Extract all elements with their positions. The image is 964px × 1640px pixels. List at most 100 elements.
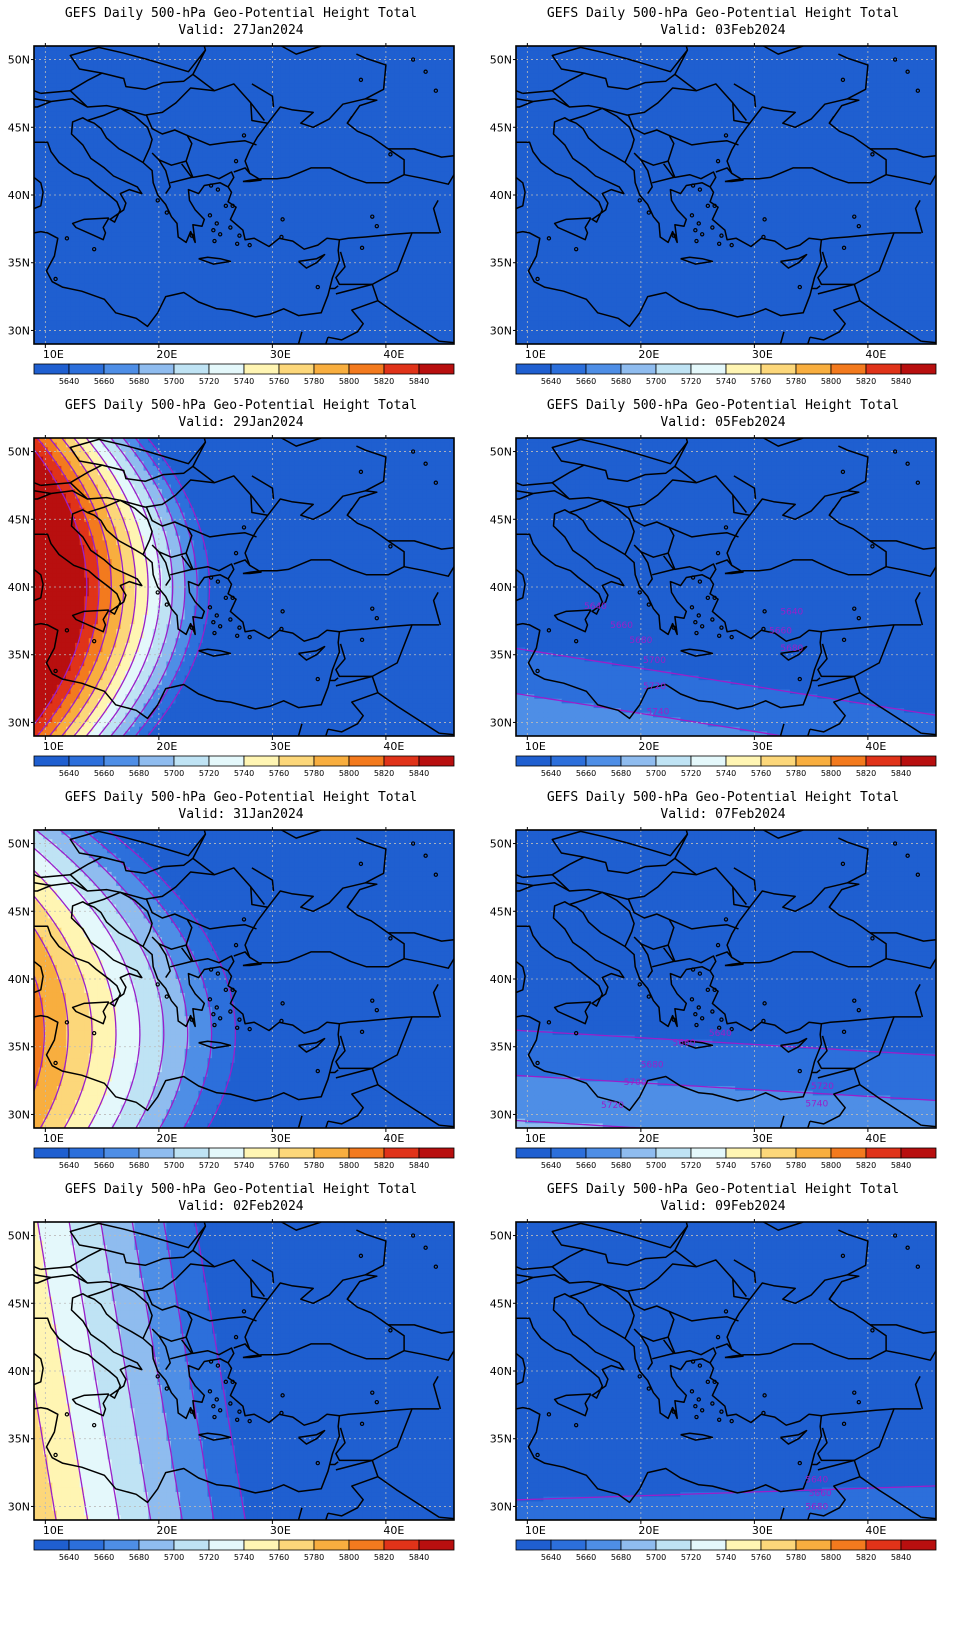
contour-line (516, 647, 936, 716)
panel-title: GEFS Daily 500-hPa Geo-Potential Height … (0, 398, 482, 414)
colorbar-swatch (33, 1539, 70, 1551)
lat-tick-label: 50N (8, 446, 30, 459)
colorbar-swatch (103, 363, 140, 375)
lat-tick-label: 40N (8, 973, 30, 986)
colorbar-label: 5660 (576, 1161, 596, 1170)
lon-tick-label: 30E (752, 1524, 773, 1537)
lon-tick-label: 10E (43, 740, 64, 753)
colorbar-label: 5840 (891, 377, 911, 386)
lon-tick-label: 40E (383, 1524, 404, 1537)
coastlines (34, 1222, 454, 1520)
colorbar-label: 5820 (374, 1553, 394, 1562)
coastlines (516, 46, 936, 344)
colorbar-swatch (243, 1147, 280, 1159)
colorbar-label: 5680 (611, 1161, 631, 1170)
colorbar-label: 5800 (339, 769, 359, 778)
colorbar-label: 5640 (59, 1161, 79, 1170)
colorbar-swatch (830, 1539, 867, 1551)
graticule (34, 46, 454, 344)
lat-tick-label: 50N (8, 54, 30, 67)
contour-label: 5640 (709, 1029, 732, 1039)
lon-tick-label: 40E (383, 740, 404, 753)
lon-tick-label: 30E (270, 348, 291, 361)
contour-label: 5740 (646, 708, 669, 718)
colorbar-swatch (103, 1147, 140, 1159)
colorbar: 5640 5660 5680 5700 5720 5740 5760 5780 5800 5820… (33, 755, 455, 778)
colorbar-swatch (655, 1539, 692, 1551)
contour-label: 5720 (811, 1082, 834, 1092)
contour-label: 5680 (780, 644, 803, 654)
colorbar-label: 5720 (199, 1161, 219, 1170)
contour-label: 5720 (643, 682, 666, 692)
colorbar-swatch (383, 1539, 420, 1551)
colorbar-label: 5640 (541, 1553, 561, 1562)
colorbar-swatch (208, 1147, 245, 1159)
lon-tick-label: 10E (43, 348, 64, 361)
colorbar-label: 5660 (94, 1161, 114, 1170)
colorbar-swatch (33, 1147, 70, 1159)
contour-label: 5660 (769, 626, 792, 636)
colorbar-label: 5660 (576, 377, 596, 386)
colorbar-swatch (348, 755, 385, 767)
colorbar-label: 5820 (374, 377, 394, 386)
lon-tick-label: 30E (752, 348, 773, 361)
colorbar-swatch (33, 363, 70, 375)
lat-tick-label: 35N (8, 649, 30, 662)
colorbar-label: 5780 (786, 1553, 806, 1562)
colorbar-swatch (173, 755, 210, 767)
colorbar-label: 5820 (856, 377, 876, 386)
colorbar-label: 5840 (409, 1553, 429, 1562)
colorbar-label: 5700 (164, 1161, 184, 1170)
colorbar-swatch (173, 363, 210, 375)
lon-tick-label: 40E (383, 1132, 404, 1145)
panel-valid-date: Valid: 09Feb2024 (482, 1199, 964, 1215)
lat-tick-label: 30N (8, 1500, 30, 1513)
colorbar-label: 5740 (234, 1161, 254, 1170)
lon-tick-label: 40E (865, 348, 886, 361)
panel-title: GEFS Daily 500-hPa Geo-Potential Height … (482, 398, 964, 414)
colorbar-swatch (620, 1539, 657, 1551)
height-map: 5640 5660 5680 10E 20E 30E 40E 50N 45N 40N 35N 30N 5… (490, 1219, 937, 1562)
lon-tick-label: 10E (43, 1132, 64, 1145)
colorbar-label: 5840 (891, 1161, 911, 1170)
colorbar-swatch (760, 1147, 797, 1159)
contour-label: 5680 (641, 1060, 664, 1070)
panel-valid-date: Valid: 03Feb2024 (482, 23, 964, 39)
panel-valid-date: Valid: 07Feb2024 (482, 807, 964, 823)
colorbar-swatch (585, 1539, 622, 1551)
colorbar-swatch (68, 363, 105, 375)
colorbar-label: 5760 (269, 1161, 289, 1170)
coastlines (34, 46, 454, 344)
colorbar-swatch (620, 755, 657, 767)
coastlines (516, 830, 936, 1128)
colorbar-swatch (348, 1539, 385, 1551)
lon-tick-label: 30E (270, 740, 291, 753)
colorbar-label: 5680 (129, 1553, 149, 1562)
contour-label: 5640 (780, 607, 803, 617)
colorbar-swatch (103, 755, 140, 767)
lon-tick-label: 20E (156, 1132, 177, 1145)
colorbar-label: 5820 (374, 769, 394, 778)
colorbar-label: 5720 (681, 377, 701, 386)
colorbar-swatch (103, 1539, 140, 1551)
lat-tick-label: 45N (8, 121, 30, 134)
colorbar-label: 5640 (541, 769, 561, 778)
lon-tick-label: 40E (865, 740, 886, 753)
contour-label: 5660 (610, 621, 633, 631)
lon-tick-label: 10E (43, 1524, 64, 1537)
colorbar-swatch (138, 755, 175, 767)
colorbar-label: 5800 (339, 1161, 359, 1170)
lat-tick-label: 40N (8, 189, 30, 202)
colorbar-swatch (550, 1147, 587, 1159)
colorbar-swatch (655, 755, 692, 767)
contour-label: 5740 (805, 1100, 828, 1110)
lat-tick-label: 30N (8, 716, 30, 729)
colorbar: 5640 5660 5680 5700 5720 5740 5760 5780 5800 5820… (515, 363, 937, 386)
colorbar-label: 5660 (94, 1553, 114, 1562)
colorbar-label: 5840 (409, 1161, 429, 1170)
filled-contours (516, 46, 936, 344)
graticule (516, 46, 936, 344)
map-panel: GEFS Daily 500-hPa Geo-Potential Height … (482, 1176, 964, 1586)
lat-tick-label: 35N (8, 1433, 30, 1446)
